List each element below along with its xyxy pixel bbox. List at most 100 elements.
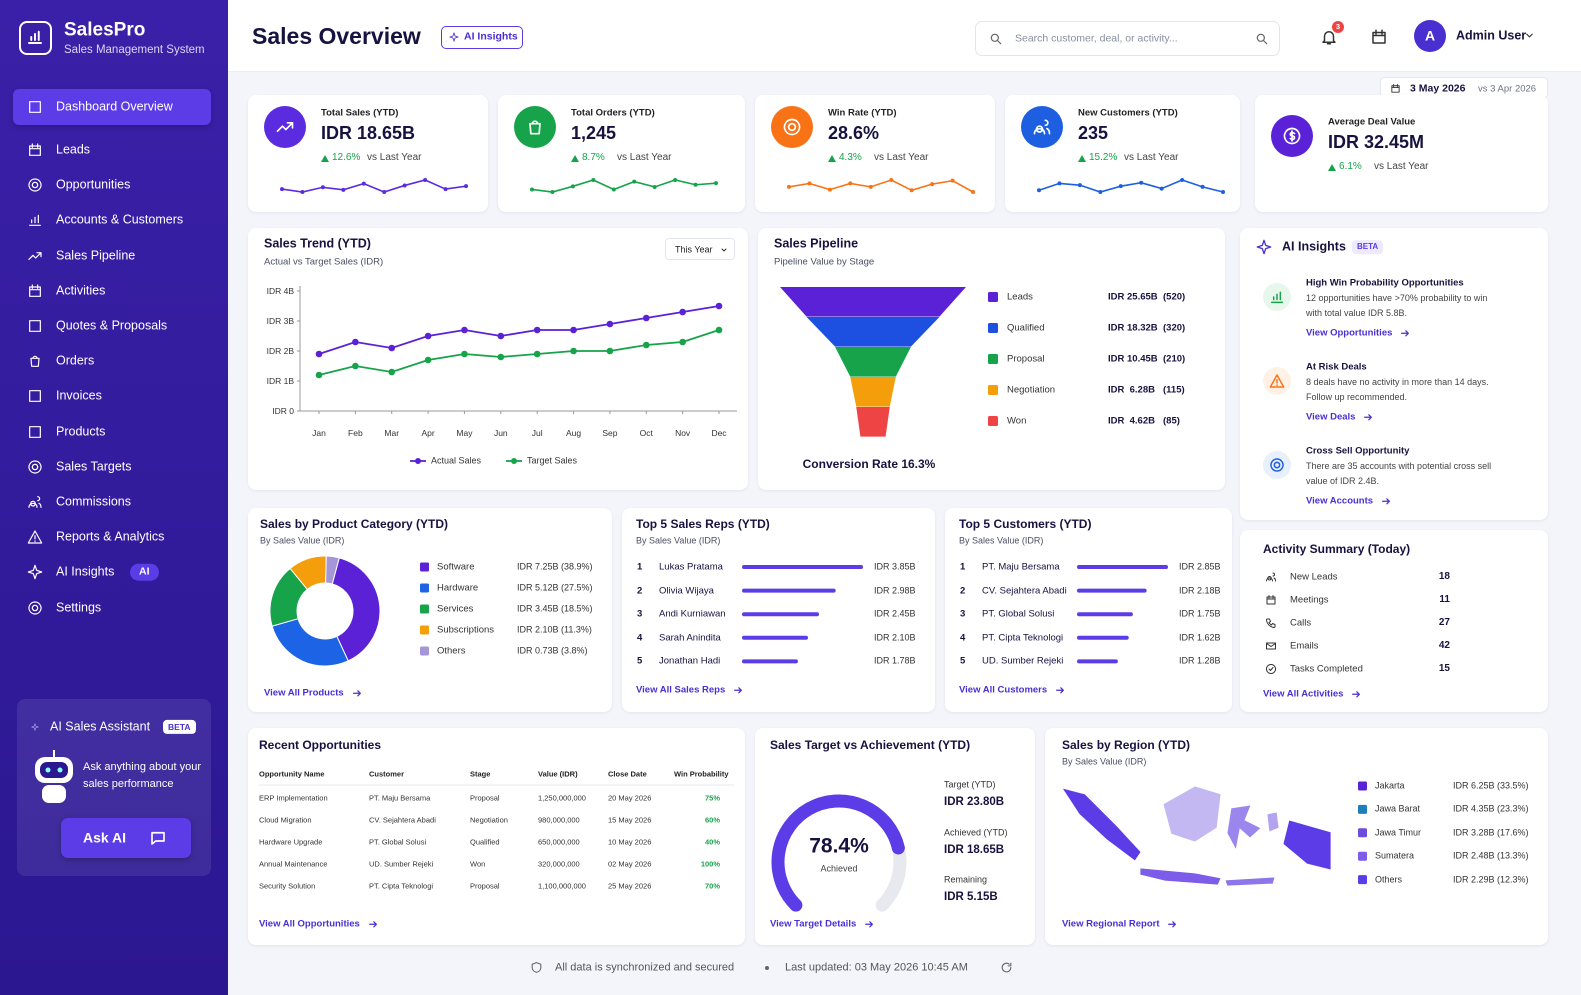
link[interactable]: View All Activities (1263, 688, 1361, 699)
series-point (461, 326, 468, 334)
nav-item[interactable]: Dashboard Overview (13, 89, 211, 125)
sparkline-point (1139, 180, 1144, 185)
link[interactable]: View Target Details (770, 918, 874, 929)
icon-stroke (1352, 690, 1361, 698)
link-arrow (352, 689, 361, 697)
nav-item[interactable]: Sales Pipeline (13, 238, 211, 274)
icon-stroke (1033, 119, 1051, 135)
icon-stroke (28, 600, 42, 615)
nav-item[interactable]: Invoices (13, 378, 211, 414)
link[interactable]: View All Sales Reps (636, 684, 743, 695)
brand-tagline: Sales Management System (64, 44, 205, 57)
kpi-value: 1,245 (571, 123, 617, 144)
rank-bar (1077, 588, 1147, 593)
legend-swatch (420, 646, 429, 656)
region-value: IDR 3.28B (17.6%) (1453, 827, 1529, 838)
link[interactable]: View All Products (264, 687, 362, 698)
chart-area (1077, 565, 1168, 664)
x-tick-label: Jan (312, 427, 326, 438)
table-cell: 10 May 2026 (608, 837, 652, 847)
kpi-title: Average Deal Value (1328, 116, 1416, 128)
nav-item[interactable]: Reports & Analytics (13, 519, 211, 555)
nav-item[interactable]: Activities (13, 273, 211, 309)
kpi-icon (771, 106, 813, 148)
series-line (318, 329, 720, 376)
link[interactable]: View Opportunities (1306, 327, 1410, 338)
sparkline-point (320, 185, 325, 190)
calendar-button[interactable] (1368, 26, 1390, 48)
donut-segment (325, 555, 340, 585)
y-tick-label: IDR 4B (266, 285, 294, 296)
stage-value: IDR 18.32B (1108, 322, 1158, 334)
rank-name: Andi Kurniawan (659, 608, 726, 620)
footer-secure: All data is synchronized and secured (555, 961, 735, 974)
rank: 1 (637, 561, 643, 573)
nav-item[interactable]: Opportunities (13, 167, 211, 203)
legend-swatch (1358, 828, 1367, 838)
icon (29, 284, 41, 297)
pipeline-card: Sales Pipeline Pipeline Value by Stage Lea… (758, 228, 1225, 490)
activity-count: 18 (1438, 571, 1450, 582)
up-triangle (321, 155, 329, 162)
stage-count: (520) (1163, 291, 1186, 303)
icon-stroke (27, 530, 43, 544)
sparkline-point (632, 179, 637, 184)
filter-label: This Year (675, 244, 713, 255)
search-box[interactable]: Search customer, deal, or activity... (975, 21, 1280, 56)
link[interactable]: View All Opportunities (259, 918, 378, 929)
funnel-stage (835, 347, 911, 377)
region-name: Sumatera (1375, 850, 1415, 861)
legend-swatch (420, 562, 429, 572)
nav-item[interactable]: Leads (13, 132, 211, 168)
user-menu[interactable]: A Admin User (1414, 20, 1539, 52)
link[interactable]: View Accounts (1306, 495, 1391, 506)
rank-bar (742, 565, 863, 569)
activity-name: Emails (1290, 640, 1319, 652)
icon-stroke (29, 143, 41, 156)
link[interactable]: View Regional Report (1062, 918, 1177, 929)
link[interactable]: View All Customers (959, 684, 1065, 695)
nav-item[interactable]: Orders (13, 343, 211, 379)
nav-label: Products (56, 424, 106, 439)
nav-item[interactable]: AI Insights AI (13, 554, 211, 590)
nav-item[interactable]: Accounts & Customers (13, 202, 211, 238)
nav-item[interactable]: Quotes & Proposals (13, 308, 211, 344)
ask-ai-button[interactable]: Ask AI (61, 818, 191, 858)
nav-item[interactable]: Sales Targets (13, 449, 211, 485)
icon-stroke (1168, 920, 1177, 928)
stage-count: (115) (1163, 384, 1185, 396)
icon-stroke (1270, 291, 1284, 304)
region-value: IDR 2.48B (13.3%) (1453, 850, 1529, 861)
stat-label: Achieved (YTD) (944, 827, 1008, 838)
notification-button[interactable]: 3 (1318, 21, 1344, 48)
rank-value: IDR 1.62B (1179, 632, 1221, 643)
legend-swatch (988, 385, 998, 395)
nav-item[interactable]: Commissions (13, 484, 211, 520)
sparkline-point (714, 181, 718, 186)
ai-insights-button[interactable]: AI Insights (441, 26, 523, 49)
column-header: Opportunity Name (259, 769, 325, 779)
sparkline-point (1098, 190, 1103, 194)
icon (27, 530, 43, 544)
nav-label: Settings (56, 600, 102, 615)
icon (276, 122, 294, 132)
insight-text: There are 35 accounts with potential cro… (1306, 461, 1492, 486)
nav-item[interactable]: Products (13, 414, 211, 450)
sparkline-point (673, 178, 678, 182)
link[interactable]: View Deals (1306, 411, 1373, 422)
nav-label: Opportunities (56, 177, 131, 192)
sparkline (788, 179, 974, 193)
icon-stroke (29, 425, 41, 438)
robot-body (42, 785, 66, 803)
nav-item[interactable]: Settings (13, 590, 211, 626)
table-cell: UD. Sumber Rejeki (369, 859, 434, 869)
card-title: Sales Target vs Achievement (YTD) (770, 737, 971, 752)
x-tick-label: May (456, 427, 473, 438)
sparkline-point (868, 184, 873, 189)
sparkline-point (341, 187, 346, 192)
sidebar: SalesPro Sales Management System Dashboard… (0, 0, 228, 995)
period-filter[interactable]: This Year (665, 238, 735, 260)
map-region (1139, 867, 1222, 886)
stat-value: IDR 23.80B (944, 796, 1005, 809)
region-card: Sales by Region (YTD) By Sales Value (IDR… (1045, 728, 1548, 945)
